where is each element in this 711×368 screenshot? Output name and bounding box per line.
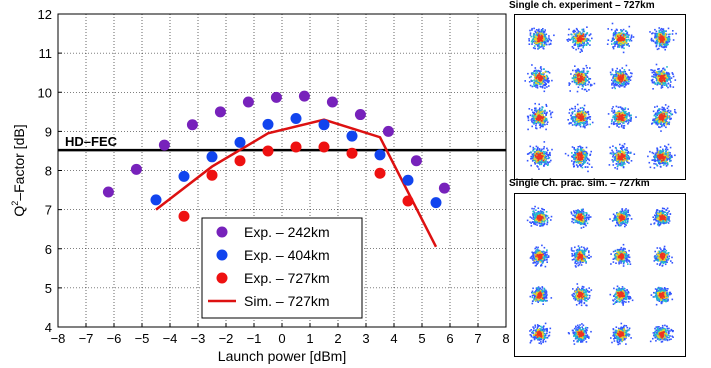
series-1-point xyxy=(290,112,302,124)
series-0-point xyxy=(326,96,338,108)
x-tick-label: 0 xyxy=(278,331,285,346)
series-1-point xyxy=(402,174,414,186)
series-1-point xyxy=(346,130,358,142)
series-0-point xyxy=(298,90,310,102)
constellation-points xyxy=(524,22,677,173)
series-1-point xyxy=(318,119,330,131)
panel-bottom-image xyxy=(514,193,686,357)
constellation-points xyxy=(526,205,674,346)
y-tick-label: 4 xyxy=(45,320,52,335)
y-axis-label: Q2–Factor [dB] xyxy=(10,124,27,216)
grid xyxy=(58,14,506,327)
x-tick-label: −4 xyxy=(163,331,178,346)
x-tick-label: −3 xyxy=(191,331,206,346)
x-tick-label: 4 xyxy=(390,331,397,346)
series-0-point xyxy=(354,109,366,121)
series-1-point xyxy=(234,136,246,148)
x-tick-label: −8 xyxy=(51,331,66,346)
y-axis-label-rest: –Factor [dB] xyxy=(11,124,27,200)
legend-box xyxy=(201,217,363,319)
panel-top-image xyxy=(514,14,686,180)
x-axis-label: Launch power [dBm] xyxy=(218,348,346,364)
series-1-point xyxy=(262,118,274,130)
series-2-point xyxy=(346,147,358,159)
legend-swatch-marker xyxy=(216,226,228,238)
series-0-point xyxy=(410,155,422,167)
x-tick-label: 2 xyxy=(334,331,341,346)
threshold-group: HD–FEC xyxy=(58,134,506,152)
threshold-label: HD–FEC xyxy=(65,134,118,149)
sim-line-group xyxy=(155,118,438,248)
x-tick-label: 7 xyxy=(474,331,481,346)
series-line-3 xyxy=(155,118,438,248)
series-1-point xyxy=(178,170,190,182)
series-1-point xyxy=(206,151,218,163)
legend: Exp. – 242km Exp. – 404km Exp. – 727km Sim.… xyxy=(201,217,363,319)
series-1-point xyxy=(150,194,162,206)
y-tick-label: 12 xyxy=(38,7,52,22)
x-tick-label: 6 xyxy=(446,331,453,346)
y-tick-label: 9 xyxy=(45,124,52,139)
series-2-point xyxy=(234,155,246,167)
legend-swatch-marker xyxy=(216,249,228,261)
series-2-point xyxy=(262,145,274,157)
x-tick-label: 8 xyxy=(502,331,509,346)
y-axis-label-main: Q xyxy=(11,206,27,217)
x-tick-label: 1 xyxy=(306,331,313,346)
series-2-point xyxy=(290,141,302,153)
series-0-point xyxy=(382,125,394,137)
y-tick-label: 6 xyxy=(45,242,52,257)
series-0-point xyxy=(186,119,198,131)
constellation-bottom xyxy=(515,194,685,356)
series-0-point xyxy=(438,182,450,194)
legend-label: Sim. – 727km xyxy=(244,293,330,309)
x-ticks: −8 −7 −6 −5 −4 −3 −2 −1 0 1 2 3 4 5 6 7 8 xyxy=(51,323,510,346)
y-ticks: 4 5 6 7 8 9 10 11 12 xyxy=(38,7,62,335)
series-0-point xyxy=(214,106,226,118)
series-2-point xyxy=(402,195,414,207)
x-tick-label: 3 xyxy=(362,331,369,346)
series-1-point xyxy=(374,149,386,161)
series-0-point xyxy=(158,139,170,151)
series-2-point xyxy=(374,167,386,179)
series-0-point xyxy=(102,186,114,198)
y-tick-label: 11 xyxy=(39,46,53,61)
legend-swatch-marker xyxy=(216,272,228,284)
y-tick-label: 7 xyxy=(45,203,52,218)
series-1-point xyxy=(430,197,442,209)
x-tick-label: −6 xyxy=(107,331,122,346)
panel-bottom-title: Single Ch. prac. sim. – 727km xyxy=(509,178,650,189)
x-tick-label: −1 xyxy=(247,331,262,346)
series-2-point xyxy=(178,210,190,222)
series-0-point xyxy=(130,163,142,175)
x-tick-label: −7 xyxy=(79,331,94,346)
y-axis-label-sup: 2 xyxy=(10,201,20,206)
series-0-point xyxy=(242,96,254,108)
x-tick-label: −2 xyxy=(219,331,234,346)
series-0-point xyxy=(270,91,282,103)
legend-label: Exp. – 404km xyxy=(244,247,330,263)
y-tick-label: 10 xyxy=(38,85,52,100)
constellation-top xyxy=(515,15,685,179)
x-tick-label: 5 xyxy=(418,331,425,346)
marker-group xyxy=(102,90,450,222)
y-tick-label: 5 xyxy=(45,281,52,296)
legend-label: Exp. – 727km xyxy=(244,270,330,286)
y-tick-label: 8 xyxy=(45,164,52,179)
legend-label: Exp. – 242km xyxy=(244,224,330,240)
series-2-point xyxy=(318,141,330,153)
panel-top-title: Single ch. experiment – 727km xyxy=(509,0,655,11)
series-2-point xyxy=(206,169,218,181)
x-tick-label: −5 xyxy=(135,331,150,346)
